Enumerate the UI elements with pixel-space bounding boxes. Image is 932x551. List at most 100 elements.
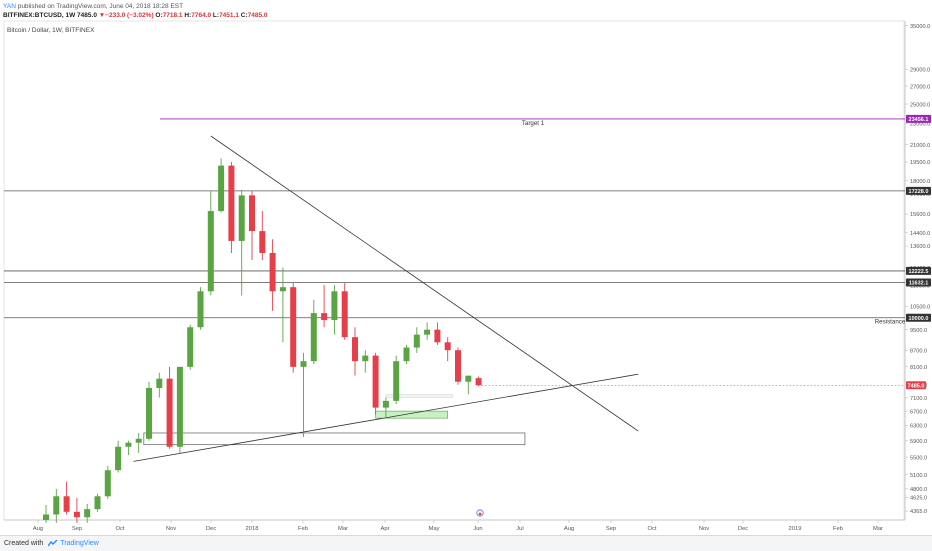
y-tick-label: 21000.0 — [910, 143, 930, 149]
x-tick-label: Oct — [115, 526, 124, 532]
open-label: O: — [155, 12, 163, 19]
x-tick-label: Aug — [33, 526, 43, 532]
candle-up — [176, 366, 183, 447]
footer-bar: Created with TradingView — [0, 535, 932, 551]
candle-up — [300, 361, 307, 367]
candle-down — [352, 337, 358, 362]
x-tick-label: Mar — [338, 526, 348, 532]
close-label: C: — [240, 12, 248, 19]
target-label: Target 1 — [522, 120, 545, 127]
candle-up — [403, 347, 410, 362]
candle-up — [104, 470, 111, 497]
y-tick-label: 18000.0 — [910, 179, 930, 185]
candle-down — [290, 287, 297, 367]
level-badge-label: 17228.0 — [909, 189, 929, 195]
open-value: 7718.1 — [162, 12, 183, 19]
candle-up — [331, 291, 338, 321]
candle-up — [238, 195, 245, 241]
y-tick-label: 10500.0 — [910, 305, 930, 311]
candle-up — [393, 361, 400, 401]
tradingview-link[interactable]: TradingView — [60, 540, 99, 547]
candle-up — [125, 442, 132, 447]
ohlc-header: BITFINEX:BTCUSD, 1W 7485.0 ▼−233.0 (−3.0… — [3, 12, 268, 19]
candle-up — [53, 496, 60, 515]
x-tick-label: Dec — [206, 526, 216, 532]
x-tick-label: Sep — [72, 526, 82, 532]
x-tick-label: Aug — [564, 526, 574, 532]
y-tick-label: 4800.0 — [910, 487, 927, 493]
candle-down — [341, 291, 348, 338]
y-tick-label: 29000.0 — [910, 68, 930, 74]
x-tick-label: Nov — [166, 526, 176, 532]
candle-down — [455, 350, 461, 382]
x-tick-label: Jul — [516, 526, 523, 532]
tradingview-logo-icon — [48, 540, 58, 547]
y-tick-label: 23000.0 — [910, 122, 930, 128]
x-tick-label: Feb — [833, 526, 843, 532]
y-tick-label: 6700.0 — [910, 409, 927, 415]
last-price-label: 7485.0 — [908, 383, 925, 389]
high-label: H: — [184, 12, 192, 19]
candle-down — [444, 342, 451, 351]
y-tick-label: 9500.0 — [910, 328, 927, 334]
candle-up — [218, 165, 225, 212]
candle-up — [115, 446, 122, 471]
x-tick-label: Dec — [738, 526, 748, 532]
last-price: 7485.0 — [77, 12, 97, 19]
level-badge — [906, 278, 931, 287]
y-tick-label: 15600.0 — [910, 212, 930, 218]
chart-title: Bitcoin / Dollar, 1W, BITFINEX — [7, 27, 95, 34]
x-tick-label: 2018 — [246, 526, 259, 532]
candle-up — [279, 287, 286, 292]
level-badge — [906, 114, 931, 123]
candle-down — [475, 378, 482, 386]
candle-up — [413, 334, 420, 348]
level-badge-label: 12222.5 — [909, 269, 929, 275]
candle-up — [43, 514, 49, 520]
candle-up — [382, 400, 389, 408]
y-tick-label: 17000.0 — [910, 192, 930, 198]
last-price-badge — [906, 381, 926, 390]
y-tick-label: 19500.0 — [910, 160, 930, 166]
candle-up — [465, 375, 472, 382]
descending-trendline — [210, 135, 639, 432]
published-text: published on TradingView.com, June 04, 2… — [17, 3, 184, 10]
x-tick-label: Mar — [873, 526, 883, 532]
candle-down — [166, 378, 173, 447]
candle-up — [310, 313, 317, 362]
x-tick-label: Sep — [606, 526, 616, 532]
y-tick-label: 35000.0 — [910, 24, 930, 30]
y-tick-label: 27000.0 — [910, 84, 930, 90]
symbol-label: BITFINEX:BTCUSD, 1W — [3, 12, 76, 19]
candle-up — [207, 211, 214, 292]
level-badge — [906, 186, 931, 195]
x-tick-label: Feb — [298, 526, 308, 532]
y-tick-label: 7100.0 — [910, 396, 927, 402]
level-badge — [906, 313, 931, 322]
resistance-label: Resistance — [875, 319, 906, 326]
candle-up — [197, 291, 204, 328]
low-label: L: — [212, 12, 220, 19]
y-tick-label: 6300.0 — [910, 424, 927, 430]
x-tick-label: 2019 — [789, 526, 802, 532]
candle-up — [84, 509, 91, 518]
candle-down — [228, 165, 235, 241]
y-tick-label: 14400.0 — [910, 231, 930, 237]
zone-box — [143, 432, 526, 446]
candle-up — [156, 378, 163, 388]
candle-down — [434, 329, 441, 343]
candle-up — [94, 496, 101, 510]
created-with-text: Created with — [4, 540, 44, 547]
candle-down — [269, 252, 276, 292]
price-chart[interactable]: 35000.0 29000.0 27000.0 25000.0 23000.0 21000… — [0, 0, 932, 535]
candle-down — [63, 496, 70, 512]
level-badge-label: 23456.1 — [909, 117, 929, 123]
level-badge — [906, 266, 931, 275]
zone-box — [385, 394, 454, 398]
author-name[interactable]: YAN — [3, 3, 16, 10]
candle-down — [73, 511, 80, 518]
y-tick-label: 5500.0 — [910, 455, 927, 461]
close-value: 7485.0 — [247, 12, 268, 19]
candle-down — [259, 231, 266, 253]
price-change: ▼−233.0 (−3.02%) — [98, 12, 154, 19]
